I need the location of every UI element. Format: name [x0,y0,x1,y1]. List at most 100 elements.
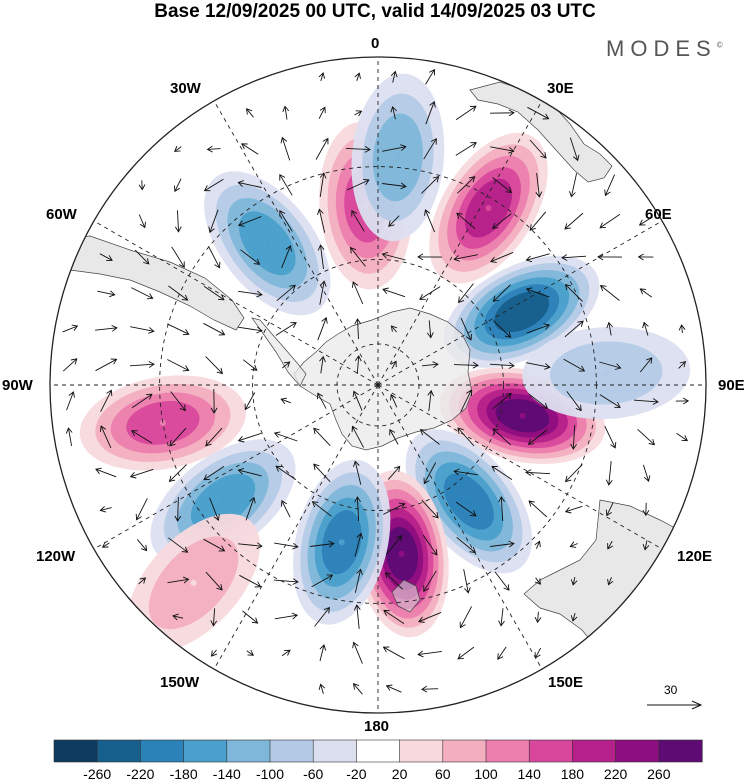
wind-arrow [417,650,442,658]
colorbar-cell [399,739,444,763]
wind-arrow [314,606,330,627]
wind-arrow [209,497,220,522]
wind-arrow [65,427,73,446]
colorbar-tick-label: 100 [474,766,498,782]
wind-arrow [317,244,325,269]
wind-arrow [453,254,478,262]
wind-arrow [205,356,224,375]
wind-arrow [280,397,291,405]
wind-arrow [353,460,362,485]
wind-arrow [174,145,182,152]
wind-arrow [237,432,262,443]
anomaly-core [485,205,492,212]
wind-arrow [570,576,578,586]
colorbar-cell [658,739,703,763]
wind-arrow [313,427,331,447]
colorbar-cell [53,739,98,763]
wind-arrow [633,398,659,405]
wind-arrow [534,540,541,549]
wind-arrow [311,574,334,588]
wind-arrow [170,391,186,412]
wind-arrow [489,109,515,117]
colorbar-cell [528,739,574,763]
wind-arrow [390,393,398,408]
lon-label-90e: 90E [718,377,745,394]
lon-label-30e: 30E [547,80,574,97]
wind-arrow [599,361,622,370]
wind-arrow [169,427,187,447]
wind-arrow [460,389,473,412]
antarctic-peninsula [251,317,307,387]
wind-arrow [534,577,541,585]
meridian-line [93,220,379,386]
arrow-right-icon [691,700,703,710]
wind-arrow [210,649,218,657]
wind-arrow [97,290,116,298]
wind-arrow [242,359,258,371]
wind-arrow [382,144,407,152]
wind-arrow [490,251,514,263]
wind-arrow [423,570,437,592]
wind-arrow [456,176,476,194]
colorbar-cell [312,739,358,763]
lon-label-180: 180 [364,718,390,735]
wind-arrow [528,393,549,409]
wind-arrow [384,572,403,590]
wind-arrow [99,253,113,262]
wind-arrow [174,210,182,233]
wind-arrow [279,209,293,232]
anomaly-core [519,412,526,419]
wind-arrow [497,646,507,660]
anomaly-core [398,550,405,557]
wind-arrow [425,100,436,125]
anomaly-core [220,498,226,505]
wind-arrow [281,649,291,657]
wind-arrow [351,281,364,305]
wind-arrow [599,213,621,229]
wind-arrow [426,320,434,339]
wind-arrow [354,318,362,340]
wind-arrow [203,322,226,336]
wind-arrow [282,105,290,120]
wind-arrow [238,290,263,298]
wind-arrow [642,464,651,482]
wind-arrow [492,213,512,230]
lon-label-120w: 120W [36,548,76,565]
wind-arrow [246,649,255,656]
lon-label-90w: 90W [2,377,33,394]
wind-arrow [606,321,614,336]
new-zealand-land [391,579,421,613]
colorbar-tick-label: -260 [83,766,112,782]
wind-arrow [422,534,438,556]
wind-arrow [605,461,613,486]
wind-arrow [385,535,403,555]
chart-title: Base 12/09/2025 00 UTC, valid 14/09/2025… [154,1,596,22]
wind-arrow [319,355,326,374]
wind-arrow [138,577,147,585]
wind-arrow [638,216,653,226]
wind-arrow [354,532,364,557]
wind-arrow [319,280,327,305]
wind-arrow [564,283,583,302]
wind-arrow [489,362,515,369]
colorbar-cell [356,739,401,763]
wind-arrow [642,502,650,517]
wind-arrow [676,433,689,442]
wind-arrow [317,208,326,233]
wind-arrow [354,110,363,117]
wind-arrow [525,253,550,263]
wind-arrow [599,394,621,408]
wind-arrow [168,285,189,301]
wind-arrow [642,321,649,336]
anomaly-neg-0 [351,73,445,242]
wind-arrow [390,70,398,83]
wind-arrow [637,253,654,261]
wind-arrow [354,496,361,522]
wind-arrow [637,428,656,446]
colorbar-cell [442,739,487,763]
wind-arrow [390,105,397,120]
wind-arrow [245,108,254,118]
wind-arrow [457,427,475,447]
wind-arrow [492,177,513,194]
colorbar-tick-label: -140 [212,766,241,782]
